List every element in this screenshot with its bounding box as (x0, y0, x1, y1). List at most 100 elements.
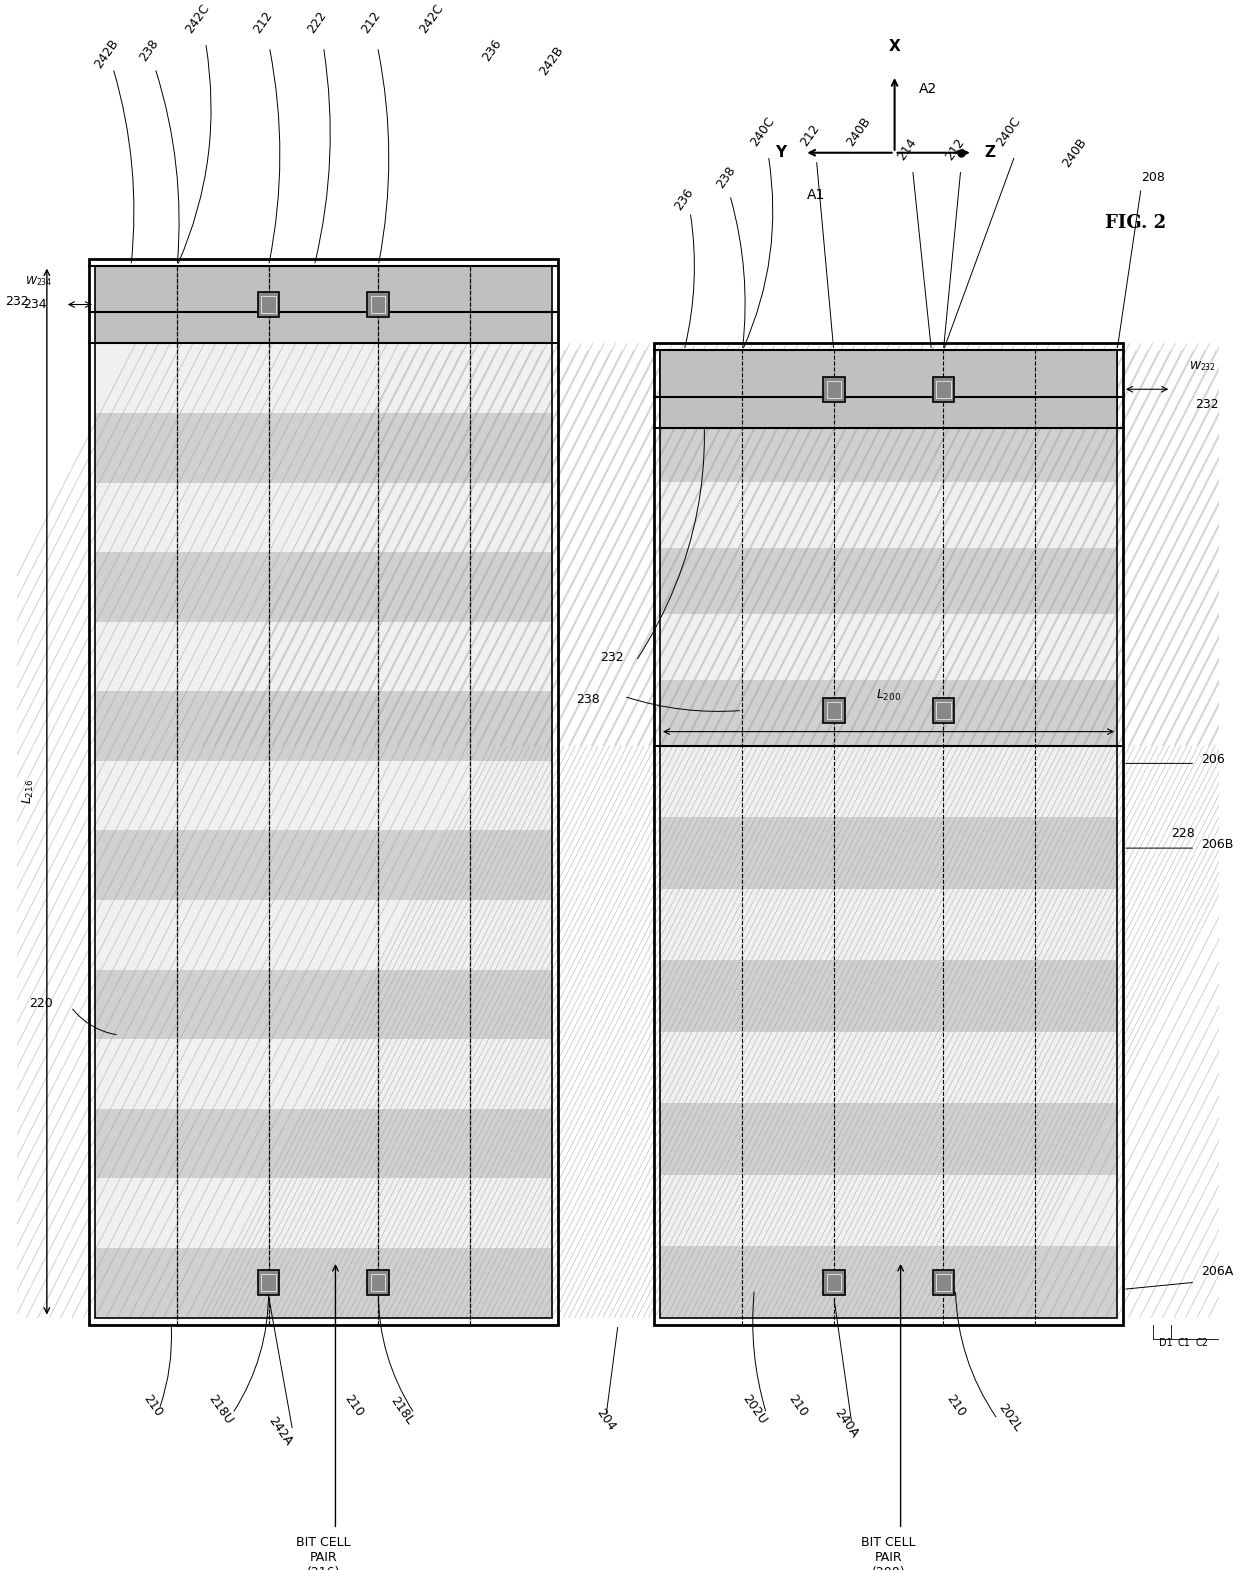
Bar (262, 297, 275, 312)
Bar (95, 900, 552, 970)
Text: 206: 206 (1202, 754, 1225, 766)
Bar (95, 413, 552, 482)
Text: 228: 228 (1171, 827, 1195, 840)
Text: 220: 220 (29, 997, 53, 1010)
Bar (371, 297, 386, 312)
Text: Y: Y (775, 146, 786, 160)
Bar (95, 831, 552, 900)
Text: 212: 212 (942, 137, 967, 163)
Text: BIT CELL
PAIR
(216): BIT CELL PAIR (216) (296, 1537, 351, 1570)
Text: FIG. 2: FIG. 2 (1105, 215, 1166, 232)
Bar (655, 344, 1123, 1325)
Bar (371, 1273, 386, 1291)
Bar (660, 350, 1117, 429)
Text: $W_{234}$: $W_{234}$ (25, 275, 53, 289)
Bar (95, 1179, 552, 1248)
Text: 212: 212 (360, 9, 383, 36)
Bar (660, 1031, 1117, 1104)
Text: 218L: 218L (388, 1394, 417, 1427)
Text: 232: 232 (1195, 399, 1219, 411)
Bar (95, 970, 552, 1039)
Bar (932, 697, 955, 724)
Text: 210: 210 (141, 1393, 165, 1419)
Bar (660, 680, 1117, 746)
Bar (367, 292, 389, 317)
Bar (95, 265, 552, 344)
Bar (89, 259, 558, 1325)
Bar (660, 1247, 1117, 1317)
Text: 242B: 242B (93, 38, 122, 71)
Text: 242C: 242C (182, 2, 212, 36)
Bar (660, 746, 1117, 818)
Bar (823, 377, 844, 402)
Bar (827, 702, 841, 719)
Bar (95, 344, 552, 1317)
Bar (823, 1270, 844, 1295)
Bar (95, 344, 552, 413)
Text: 210: 210 (342, 1393, 366, 1419)
Bar (827, 1273, 841, 1291)
Bar (95, 691, 552, 761)
Bar (932, 1270, 955, 1295)
Text: 234: 234 (24, 298, 47, 311)
Text: $W_{232}$: $W_{232}$ (1189, 360, 1216, 372)
Text: D1: D1 (1159, 1338, 1173, 1347)
Bar (660, 1104, 1117, 1174)
Bar (660, 416, 1117, 482)
Text: 218U: 218U (206, 1393, 236, 1427)
Text: 212: 212 (799, 122, 822, 149)
Text: 214: 214 (894, 137, 919, 163)
Bar (660, 961, 1117, 1031)
Bar (660, 1174, 1117, 1247)
Text: 232: 232 (5, 295, 29, 308)
Text: 206A: 206A (1202, 1265, 1234, 1278)
Text: 242A: 242A (267, 1415, 295, 1448)
Text: C1: C1 (1177, 1338, 1190, 1347)
Text: 238: 238 (136, 38, 161, 64)
Text: 206B: 206B (1202, 838, 1234, 851)
Text: 236: 236 (480, 38, 503, 64)
Bar (660, 482, 1117, 548)
Bar (827, 382, 841, 397)
Bar (95, 482, 552, 553)
Text: A1: A1 (807, 188, 826, 203)
Bar (932, 377, 955, 402)
Text: X: X (889, 39, 900, 53)
Bar (936, 1273, 951, 1291)
Text: 240B: 240B (1060, 137, 1090, 170)
Text: 238: 238 (577, 694, 600, 707)
Text: 210: 210 (944, 1393, 967, 1419)
Text: A2: A2 (919, 82, 937, 96)
Bar (823, 697, 844, 724)
Bar (660, 548, 1117, 614)
Bar (95, 1039, 552, 1108)
Bar (936, 702, 951, 719)
Text: C2: C2 (1195, 1338, 1208, 1347)
Bar (258, 292, 279, 317)
Text: 210: 210 (786, 1393, 810, 1419)
Bar (95, 622, 552, 691)
Bar (262, 1273, 275, 1291)
Text: 232: 232 (600, 652, 624, 664)
Text: 236: 236 (672, 185, 697, 212)
Bar (258, 1270, 279, 1295)
Text: 240A: 240A (831, 1407, 861, 1441)
Bar (95, 1108, 552, 1179)
Text: 212: 212 (252, 9, 275, 36)
Text: 222: 222 (305, 9, 330, 36)
Text: 240B: 240B (844, 115, 873, 149)
Text: 238: 238 (714, 165, 738, 192)
Text: 202U: 202U (739, 1393, 769, 1427)
Text: 242C: 242C (417, 2, 446, 36)
Text: 204: 204 (594, 1407, 618, 1433)
Text: $L_{200}$: $L_{200}$ (875, 688, 901, 703)
Bar (660, 746, 1117, 1317)
Bar (95, 761, 552, 831)
Bar (660, 889, 1117, 961)
Bar (95, 1248, 552, 1317)
Text: Z: Z (985, 146, 996, 160)
Bar (660, 350, 1117, 746)
Text: BIT CELL
PAIR
(200): BIT CELL PAIR (200) (862, 1537, 916, 1570)
Text: $L_{216}$: $L_{216}$ (21, 779, 36, 804)
Text: 202L: 202L (996, 1400, 1024, 1433)
